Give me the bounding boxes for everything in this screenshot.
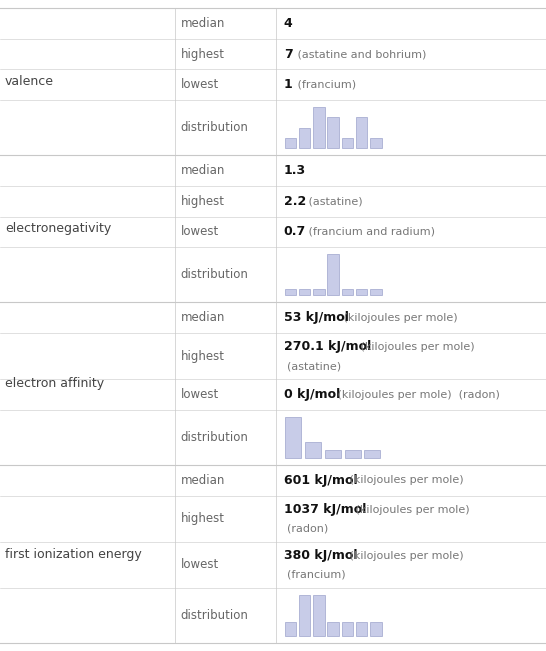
Bar xyxy=(325,450,341,458)
Bar xyxy=(313,107,325,148)
Text: 0 kJ/mol: 0 kJ/mol xyxy=(284,388,340,401)
Bar xyxy=(345,450,360,458)
Text: (astatine): (astatine) xyxy=(287,361,341,371)
Bar xyxy=(328,255,339,296)
Text: (francium): (francium) xyxy=(294,79,355,90)
Bar xyxy=(313,595,325,636)
Text: lowest: lowest xyxy=(181,559,219,572)
Text: distribution: distribution xyxy=(181,609,248,622)
Bar xyxy=(342,622,353,636)
Text: distribution: distribution xyxy=(181,268,248,281)
Text: median: median xyxy=(181,474,225,487)
Text: electronegativity: electronegativity xyxy=(5,223,111,236)
Text: (kilojoules per mole): (kilojoules per mole) xyxy=(346,551,464,561)
Text: 380 kJ/mol: 380 kJ/mol xyxy=(284,549,357,562)
Text: 0.7: 0.7 xyxy=(284,225,306,238)
Text: (kilojoules per mole): (kilojoules per mole) xyxy=(352,505,469,514)
Bar xyxy=(328,622,339,636)
Text: 53 kJ/mol: 53 kJ/mol xyxy=(284,311,348,324)
Bar xyxy=(299,128,310,148)
Text: median: median xyxy=(181,164,225,177)
Text: highest: highest xyxy=(181,48,225,61)
Text: (astatine): (astatine) xyxy=(305,196,363,206)
Bar xyxy=(342,138,353,148)
Bar xyxy=(299,595,310,636)
Text: 601 kJ/mol: 601 kJ/mol xyxy=(284,474,357,487)
Text: lowest: lowest xyxy=(181,78,219,91)
Bar xyxy=(370,138,382,148)
Text: valence: valence xyxy=(5,75,54,88)
Text: lowest: lowest xyxy=(181,388,219,401)
Bar xyxy=(305,441,321,458)
Text: (francium and radium): (francium and radium) xyxy=(305,227,435,237)
Text: (francium): (francium) xyxy=(287,570,346,580)
Text: first ionization energy: first ionization energy xyxy=(5,547,142,561)
Text: (kilojoules per mole): (kilojoules per mole) xyxy=(357,342,475,352)
Text: highest: highest xyxy=(181,350,225,363)
Text: (radon): (radon) xyxy=(287,524,328,534)
Text: median: median xyxy=(181,17,225,30)
Bar xyxy=(356,117,367,148)
Bar xyxy=(299,288,310,296)
Bar xyxy=(365,450,381,458)
Bar xyxy=(370,288,382,296)
Text: (kilojoules per mole): (kilojoules per mole) xyxy=(340,313,458,323)
Text: highest: highest xyxy=(181,195,225,208)
Text: lowest: lowest xyxy=(181,225,219,238)
Text: 1037 kJ/mol: 1037 kJ/mol xyxy=(284,503,366,516)
Bar xyxy=(284,138,296,148)
Bar xyxy=(313,288,325,296)
Text: (kilojoules per mole)  (radon): (kilojoules per mole) (radon) xyxy=(334,389,500,400)
Text: 1: 1 xyxy=(284,78,293,91)
Text: 270.1 kJ/mol: 270.1 kJ/mol xyxy=(284,340,371,353)
Text: 2.2: 2.2 xyxy=(284,195,306,208)
Bar xyxy=(356,622,367,636)
Text: distribution: distribution xyxy=(181,431,248,444)
Text: 1.3: 1.3 xyxy=(284,164,306,177)
Bar xyxy=(370,622,382,636)
Text: 7: 7 xyxy=(284,48,293,61)
Text: (kilojoules per mole): (kilojoules per mole) xyxy=(346,475,464,486)
Text: (astatine and bohrium): (astatine and bohrium) xyxy=(294,49,426,59)
Text: 4: 4 xyxy=(284,17,293,30)
Bar xyxy=(342,288,353,296)
Bar xyxy=(284,288,296,296)
Bar xyxy=(284,622,296,636)
Text: median: median xyxy=(181,311,225,324)
Text: electron affinity: electron affinity xyxy=(5,378,104,391)
Text: highest: highest xyxy=(181,512,225,525)
Text: distribution: distribution xyxy=(181,121,248,134)
Bar xyxy=(328,117,339,148)
Bar xyxy=(356,288,367,296)
Bar xyxy=(284,417,301,458)
